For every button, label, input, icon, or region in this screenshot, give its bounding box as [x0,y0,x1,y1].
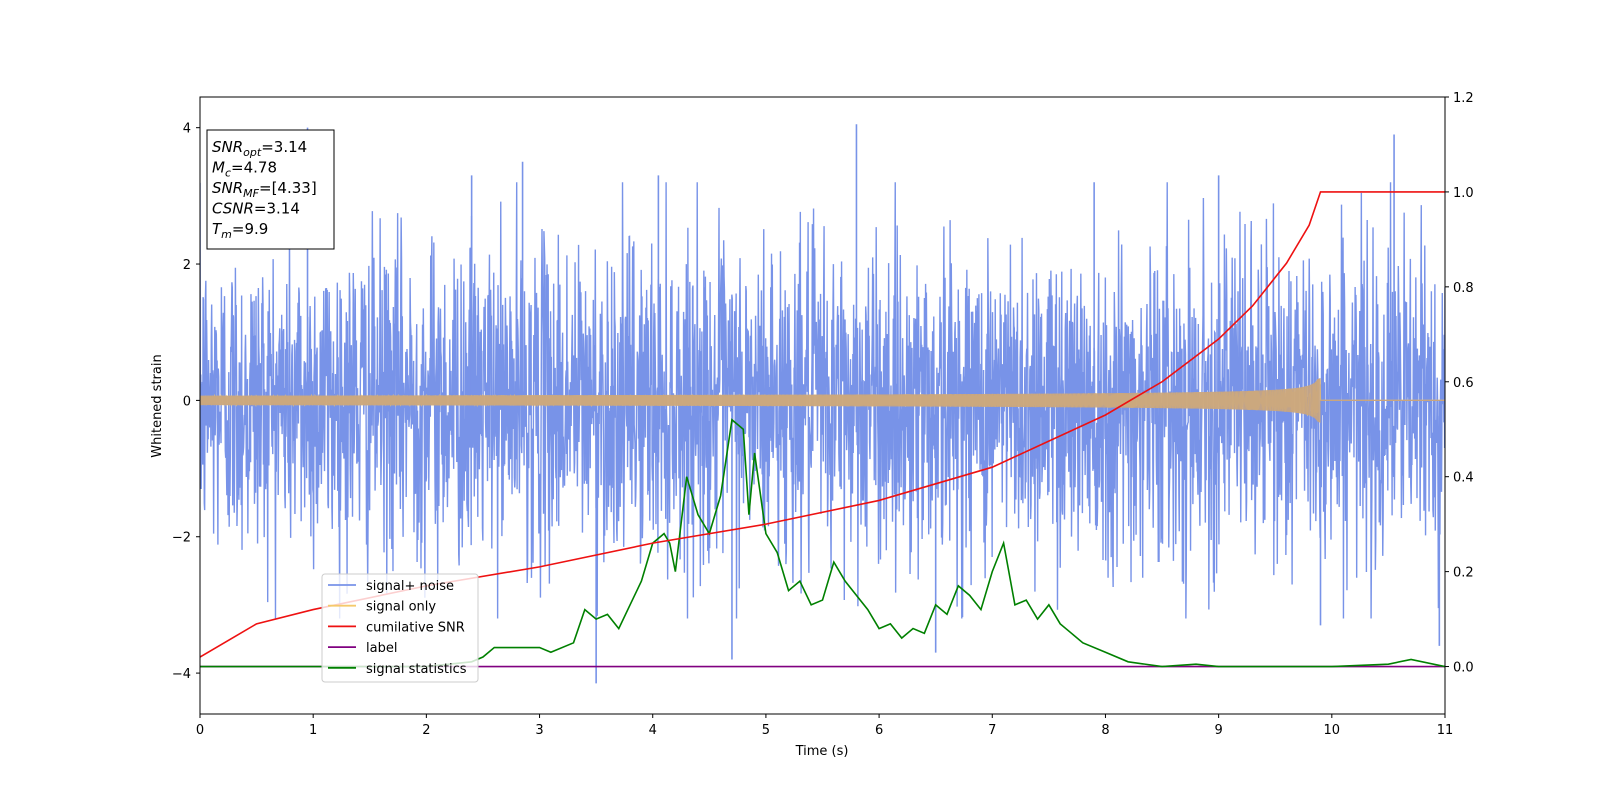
x-tick-label: 5 [762,723,770,738]
legend: signal+ noise signal only cumilative SNR la… [321,573,479,683]
x-axis-label: Time (s) [795,744,849,759]
signal-only-envelope [200,377,1321,423]
y-tick-label: 0 [183,394,191,409]
y2-tick-label: 0.6 [1453,376,1474,391]
x-tick-label: 3 [535,723,543,738]
y2-tick-label: 0.8 [1453,281,1474,296]
x-tick-label: 8 [1101,723,1109,738]
y2-tick-label: 0.2 [1453,566,1474,581]
legend-entry-label: signal+ noise [366,579,454,594]
legend-entry-label: signal statistics [366,662,467,677]
annotation-line: SNRopt=3.14 [212,138,307,159]
annotation-line: CSNR=3.14 [212,200,300,218]
y2-tick-label: 1.0 [1453,186,1474,201]
plot-frame [199,96,1446,715]
y-axis-label: Whitened strain [150,354,165,457]
x-tick-label: 6 [875,723,883,738]
x-tick-label: 11 [1437,723,1454,738]
series-signal-statistics-line [200,418,1445,668]
x-tick-label: 4 [649,723,657,738]
x-tick-label: 10 [1324,723,1341,738]
y-tick-label: −4 [172,667,191,682]
x-tick-label: 7 [988,723,996,738]
y2-tick-label: 1.2 [1453,91,1474,106]
y2-tick-label: 0.4 [1453,471,1474,486]
x-tick-label: 0 [196,723,204,738]
y-tick-label: −2 [172,531,191,546]
legend-entry-label: signal only [366,600,436,615]
legend-entry-label: cumilative SNR [366,620,465,635]
legend-frame [321,573,479,683]
ticks-layer: 0 1 2 3 4 5 6 7 8 9 10 11 −4 −2 0 2 4 0.0 0.2 0.4 0.6 0.8 1.0 1… [172,91,1474,738]
annotation-frame [206,129,335,250]
x-tick-label: 9 [1214,723,1222,738]
x-tick-label: 2 [422,723,430,738]
y-tick-label: 2 [183,258,191,273]
annotation-line: Mc=4.78 [212,159,277,180]
y2-tick-label: 0.0 [1453,661,1474,676]
legend-entry-label: label [366,641,397,656]
y-tick-label: 4 [183,122,191,137]
annotation-line: Tm=9.9 [212,220,268,241]
x-tick-label: 1 [309,723,317,738]
series-signal-noise-line [200,182,1445,619]
annotation-line: SNRMF=[4.33] [212,179,317,200]
